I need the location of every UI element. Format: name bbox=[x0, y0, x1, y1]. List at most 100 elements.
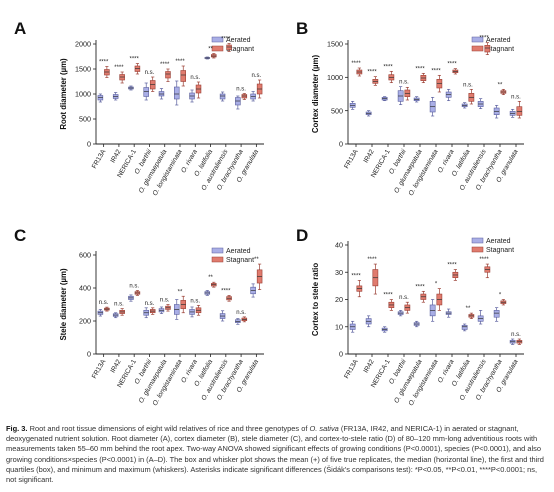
box-aerated bbox=[128, 294, 134, 302]
panel-a: A 0 500 1000 1500 2000 Root diameter (µm) Aerat… bbox=[14, 19, 264, 197]
box-body bbox=[180, 70, 186, 82]
caption-text-part1: Root and root tissue dimensions of eight… bbox=[27, 424, 310, 433]
x-tick-label: FR13A bbox=[91, 148, 108, 170]
box-stagnant bbox=[452, 269, 459, 281]
box-stagnant bbox=[165, 68, 171, 82]
significance-label: n.s. bbox=[236, 87, 246, 93]
significance-label: n.s. bbox=[129, 283, 139, 289]
box-aerated bbox=[477, 98, 484, 110]
significance-label: **** bbox=[479, 257, 489, 263]
y-tick-label: 400 bbox=[79, 284, 91, 293]
legend-swatch-aerated bbox=[471, 36, 484, 43]
box-stagnant bbox=[180, 65, 186, 87]
box-aerated bbox=[461, 102, 468, 109]
box-body bbox=[143, 87, 149, 97]
y-tick-label: 600 bbox=[79, 251, 91, 260]
box-stagnant bbox=[516, 100, 523, 119]
box-body bbox=[219, 93, 226, 100]
box-stagnant bbox=[119, 308, 125, 316]
significance-label: ** bbox=[208, 275, 213, 281]
box-aerated bbox=[128, 85, 134, 91]
box-aerated bbox=[97, 309, 104, 317]
box-stagnant bbox=[404, 86, 411, 101]
significance-label: n.s. bbox=[463, 82, 473, 88]
legend-swatch-stagnant bbox=[471, 45, 484, 52]
legend-swatch-stagnant bbox=[211, 256, 224, 263]
box-stagnant bbox=[452, 68, 459, 75]
y-tick-label: 20 bbox=[335, 295, 343, 304]
x-tick-label: IR42 bbox=[110, 358, 123, 374]
box-stagnant bbox=[134, 290, 141, 296]
box-stagnant bbox=[516, 338, 523, 345]
box-aerated bbox=[143, 307, 149, 319]
box-aerated bbox=[235, 318, 241, 325]
legend-swatch-stagnant bbox=[211, 45, 224, 52]
box-stagnant bbox=[388, 70, 395, 84]
box-aerated bbox=[381, 326, 388, 333]
box-body bbox=[174, 86, 180, 100]
box-stagnant bbox=[226, 295, 232, 302]
x-tick-label: FR13A bbox=[343, 358, 360, 380]
legend-swatch-stagnant bbox=[471, 246, 484, 253]
significance-label: ** bbox=[498, 82, 503, 88]
significance-label: n.s. bbox=[99, 300, 109, 306]
box-stagnant bbox=[134, 63, 141, 75]
legend-label-stagnant: Stagnant bbox=[486, 46, 514, 53]
box-stagnant bbox=[149, 307, 156, 315]
panel-b: B 0 500 1000 1500 Cortex diameter (µm) Aerated… bbox=[296, 19, 524, 197]
panel-letter: B bbox=[296, 19, 308, 38]
legend-label-stagnant: Stagnant bbox=[226, 257, 254, 264]
box-stagnant bbox=[420, 72, 427, 84]
y-axis-label: Root diameter (µm) bbox=[59, 58, 68, 130]
legend-label-aerated: Aerated bbox=[226, 248, 251, 255]
y-tick-label: 1000 bbox=[75, 90, 91, 99]
significance-label: **** bbox=[479, 36, 489, 42]
box-aerated bbox=[413, 96, 420, 103]
box-aerated bbox=[461, 323, 468, 332]
box-aerated bbox=[158, 88, 165, 100]
significance-label: **** bbox=[367, 257, 377, 263]
box-aerated bbox=[429, 299, 436, 322]
box-aerated bbox=[413, 320, 420, 328]
box-stagnant bbox=[388, 299, 395, 311]
box-aerated bbox=[349, 320, 356, 333]
box-aerated bbox=[445, 88, 452, 102]
significance-label: n.s. bbox=[145, 70, 155, 76]
significance-label: * bbox=[435, 282, 438, 288]
significance-label: n.s. bbox=[190, 75, 200, 81]
box-stagnant bbox=[356, 67, 363, 77]
significance-label: ** bbox=[208, 47, 213, 53]
box-stagnant bbox=[180, 295, 186, 314]
y-tick-label: 0 bbox=[339, 140, 343, 149]
y-axis-label: Cortex diameter (µm) bbox=[311, 55, 320, 134]
legend-label-aerated: Aerated bbox=[486, 37, 511, 44]
box-aerated bbox=[349, 100, 356, 110]
box-aerated bbox=[204, 290, 211, 296]
box-aerated bbox=[158, 306, 165, 314]
legend-swatch-aerated bbox=[211, 36, 224, 43]
box-body bbox=[165, 71, 171, 79]
x-tick-label: IR42 bbox=[363, 358, 376, 374]
box-stagnant bbox=[468, 312, 475, 319]
significance-label: **** bbox=[447, 62, 457, 68]
figure-caption: Fig. 3. Root and root tissue dimensions … bbox=[6, 424, 546, 485]
caption-species: O. sativa bbox=[309, 424, 339, 433]
legend-label-aerated: Aerated bbox=[226, 37, 251, 44]
box-aerated bbox=[112, 92, 119, 101]
panel-d: D 0 10 20 30 40 Cortex to stele ratio Aerated St… bbox=[296, 226, 524, 407]
box-stagnant bbox=[104, 306, 110, 312]
box-stagnant bbox=[165, 304, 171, 312]
significance-label: **** bbox=[415, 284, 425, 290]
box-stagnant bbox=[356, 280, 363, 298]
box-aerated bbox=[143, 82, 149, 101]
significance-label: **** bbox=[383, 64, 393, 70]
panel-letter: D bbox=[296, 226, 308, 245]
significance-label: * bbox=[499, 293, 502, 299]
box-stagnant bbox=[256, 79, 263, 99]
significance-label: ** bbox=[178, 289, 183, 295]
box-stagnant bbox=[195, 304, 202, 316]
box-stagnant bbox=[372, 263, 379, 295]
box-aerated bbox=[250, 283, 256, 298]
box-aerated bbox=[445, 308, 452, 318]
